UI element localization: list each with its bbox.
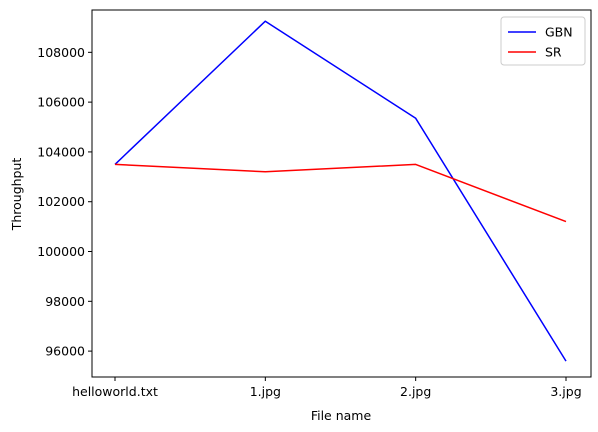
series-line-sr (114, 163, 567, 223)
legend-label-sr: SR (545, 45, 562, 60)
x-tick-label: helloworld.txt (72, 384, 158, 399)
legend-box (500, 16, 586, 66)
y-tick-label: 96000 (45, 344, 85, 359)
y-tick-label: 102000 (37, 194, 85, 209)
legend-label-gbn: GBN (545, 25, 573, 40)
x-tick-label: 1.jpg (250, 384, 281, 399)
series-line-gbn (114, 20, 567, 362)
x-tick-label: 2.jpg (400, 384, 431, 399)
y-axis-ticks: 96000 98000 100000 102000 104000 106000 108000 (37, 45, 92, 359)
x-tick-label: 3.jpg (550, 384, 581, 399)
legend: GBN SR (500, 16, 586, 66)
y-tick-label: 108000 (37, 45, 85, 60)
y-tick-label: 104000 (37, 144, 85, 159)
x-axis-ticks: helloworld.txt 1.jpg 2.jpg 3.jpg (72, 377, 582, 399)
series-lines (114, 20, 567, 362)
y-tick-label: 100000 (37, 244, 85, 259)
y-axis-label: Throughput (9, 158, 24, 232)
y-tick-label: 106000 (37, 95, 85, 110)
x-axis-label: File name (311, 408, 372, 423)
y-tick-label: 98000 (45, 294, 85, 309)
